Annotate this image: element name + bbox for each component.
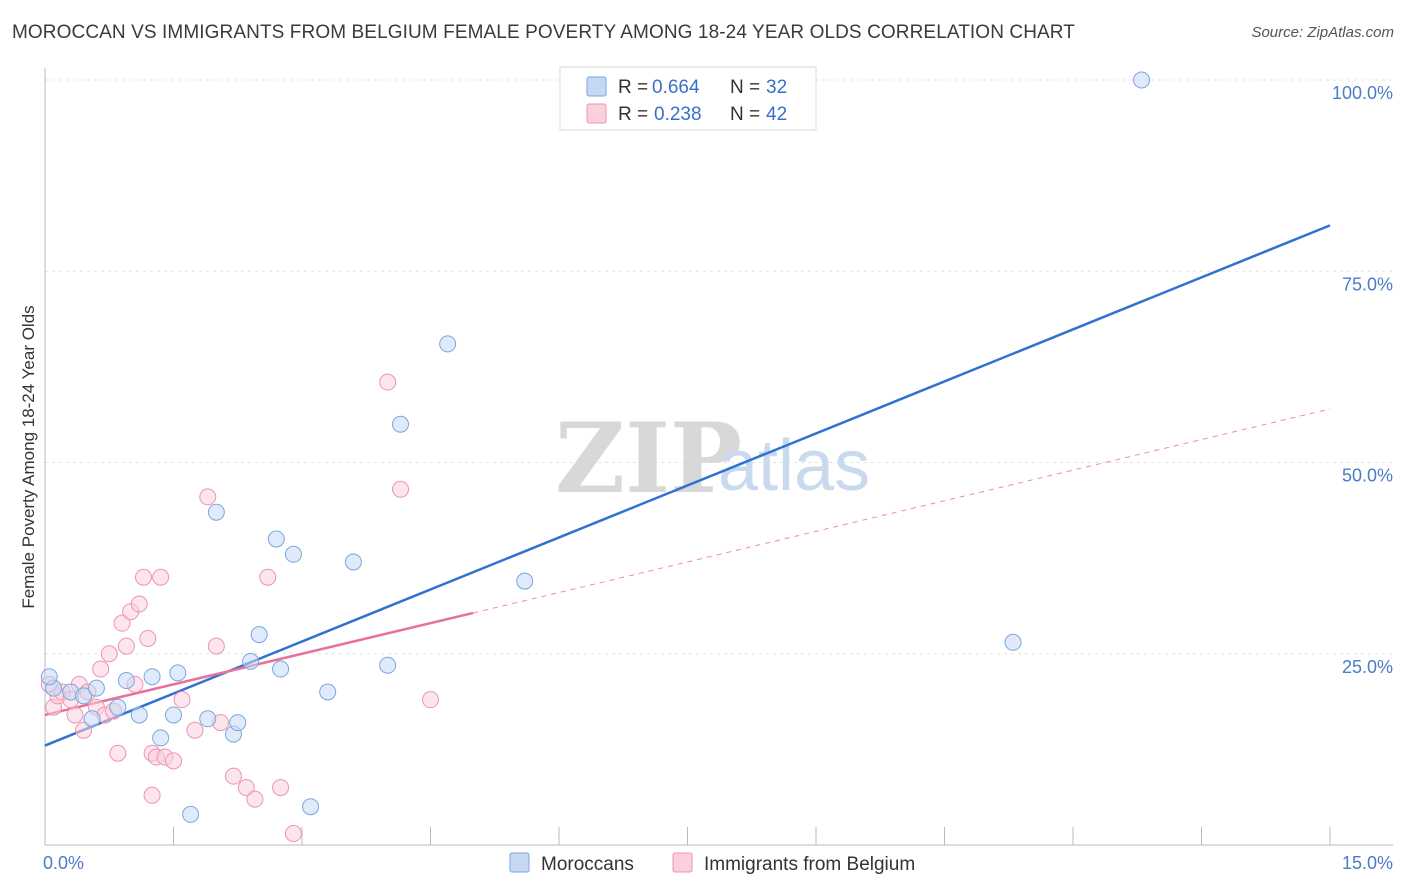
legend-r-label: R = — [618, 77, 648, 98]
point-moroccans — [169, 664, 187, 682]
point-belgium — [259, 568, 277, 586]
point-belgium — [113, 614, 131, 632]
trend-lines — [44, 224, 1331, 747]
watermark-zip: ZIP — [555, 402, 742, 515]
point-belgium — [284, 825, 302, 843]
source-label: Source: ZipAtlas.com — [1251, 24, 1394, 41]
point-moroccans — [207, 503, 225, 521]
point-belgium — [130, 595, 148, 613]
legend-n-label: N = — [730, 77, 760, 98]
point-moroccans — [344, 553, 362, 571]
legend-n-label: N = — [730, 104, 760, 125]
point-belgium — [135, 568, 153, 586]
point-belgium — [100, 645, 118, 663]
legend-bottom-moroccans: Moroccans — [541, 854, 634, 875]
point-moroccans — [250, 626, 268, 644]
trend-line-moroccans — [44, 224, 1331, 747]
point-belgium — [379, 373, 397, 391]
data-points — [40, 71, 1151, 843]
point-moroccans — [267, 530, 285, 548]
point-belgium — [92, 660, 110, 678]
trend-line-belgium — [44, 611, 474, 717]
point-moroccans — [199, 710, 217, 728]
point-belgium — [152, 568, 170, 586]
point-belgium — [173, 691, 191, 709]
point-belgium — [109, 744, 127, 762]
point-moroccans — [302, 798, 320, 816]
x-tick-label: 15.0% — [1342, 853, 1393, 873]
x-tick-label: 0.0% — [43, 853, 84, 873]
point-moroccans — [152, 729, 170, 747]
point-moroccans — [242, 652, 260, 670]
point-belgium — [186, 721, 204, 739]
point-moroccans — [75, 687, 93, 705]
tick-labels: 25.0% 50.0% 75.0% 100.0% 0.0% 15.0% — [43, 83, 1393, 873]
point-belgium — [237, 779, 255, 797]
axes — [44, 68, 1393, 846]
watermark-atlas: atlas — [718, 426, 870, 506]
point-moroccans — [182, 805, 200, 823]
point-moroccans — [109, 698, 127, 716]
point-moroccans — [87, 679, 105, 697]
point-belgium — [422, 691, 439, 709]
point-moroccans — [284, 545, 302, 563]
legend-n-value: 32 — [766, 77, 787, 98]
point-moroccans — [1133, 71, 1151, 89]
point-belgium — [143, 786, 161, 804]
point-moroccans — [83, 710, 101, 728]
point-belgium — [199, 488, 217, 506]
point-moroccans — [229, 714, 247, 732]
legend-r-value: 0.238 — [654, 104, 702, 125]
point-moroccans — [130, 706, 148, 724]
point-belgium — [207, 637, 225, 655]
point-belgium — [392, 480, 410, 498]
y-axis-title: Female Poverty Among 18-24 Year Olds — [19, 305, 38, 608]
point-belgium — [246, 790, 264, 808]
y-tick-label: 50.0% — [1342, 466, 1393, 486]
legend-r-value: 0.664 — [652, 77, 700, 98]
point-moroccans — [40, 668, 58, 686]
legend-bottom-swatch-belgium — [672, 852, 693, 873]
y-tick-label: 100.0% — [1332, 83, 1393, 103]
point-moroccans — [165, 706, 182, 724]
y-tick-label: 75.0% — [1342, 274, 1393, 294]
point-moroccans — [272, 660, 290, 678]
legend-bottom-belgium: Immigrants from Belgium — [704, 854, 915, 875]
point-moroccans — [516, 572, 534, 590]
point-moroccans — [1004, 633, 1022, 651]
legend-bottom-swatch-moroccans — [509, 852, 530, 873]
point-moroccans — [143, 668, 161, 686]
legend-bottom: Moroccans Immigrants from Belgium — [509, 852, 915, 875]
point-belgium — [224, 767, 242, 785]
point-moroccans — [117, 672, 135, 690]
legend-n-value: 42 — [766, 104, 787, 125]
point-belgium — [139, 629, 157, 647]
legend-swatch-belgium — [586, 103, 607, 124]
point-moroccans — [439, 335, 457, 353]
point-belgium — [117, 637, 135, 655]
chart-title: MOROCCAN VS IMMIGRANTS FROM BELGIUM FEMA… — [12, 22, 1075, 43]
point-belgium — [75, 721, 93, 739]
point-moroccans — [319, 683, 337, 701]
point-moroccans — [392, 415, 410, 433]
trend-line-belgium-extrapolated — [473, 408, 1331, 614]
point-belgium — [272, 779, 290, 797]
legend-top: R = 0.664 N = 32 R = 0.238 N = 42 — [559, 66, 817, 131]
point-moroccans — [379, 656, 397, 674]
y-tick-label: 25.0% — [1342, 657, 1393, 677]
legend-swatch-moroccans — [586, 76, 607, 97]
grid-lines — [45, 79, 1393, 655]
point-belgium — [165, 752, 182, 770]
point-belgium — [66, 706, 84, 724]
legend-r-label: R = — [618, 104, 648, 125]
